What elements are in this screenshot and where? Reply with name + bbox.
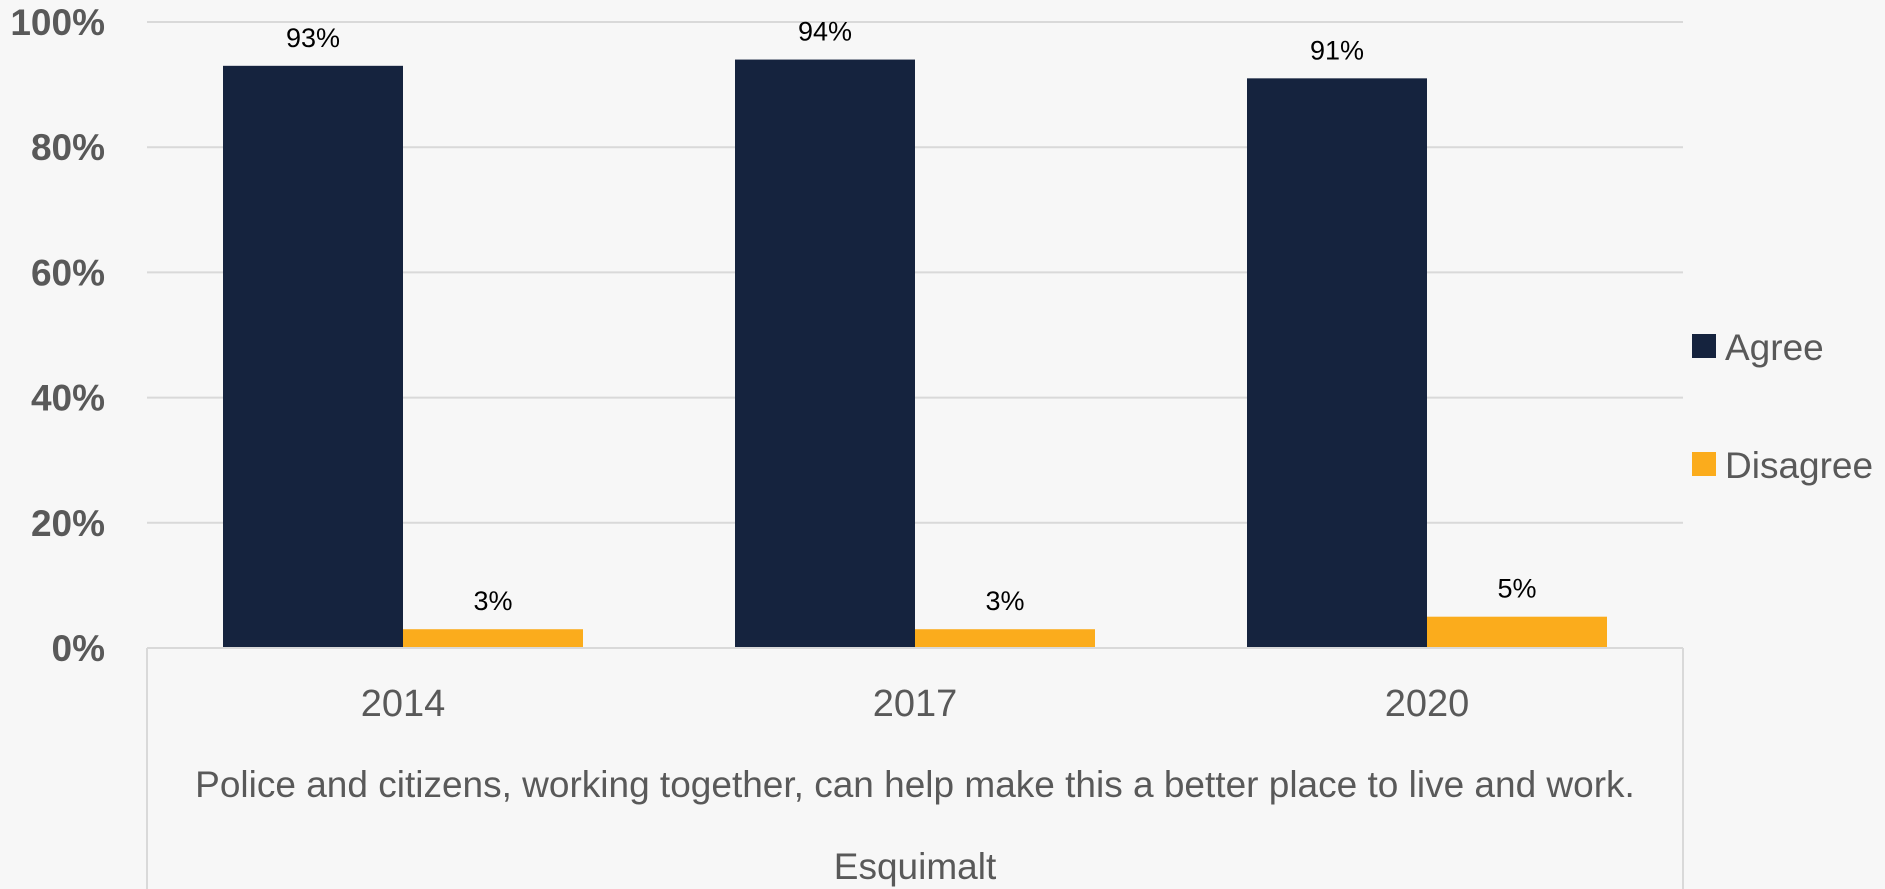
data-label-agree-2020: 91% bbox=[1310, 35, 1364, 65]
data-label-disagree-2017: 3% bbox=[985, 586, 1024, 616]
data-label-disagree-2020: 5% bbox=[1497, 574, 1536, 604]
x-tick-label: 2020 bbox=[1385, 683, 1470, 725]
x-group-label-statement: Police and citizens, working together, c… bbox=[195, 764, 1635, 805]
bar-disagree-2017 bbox=[915, 629, 1095, 648]
x-group-label-location: Esquimalt bbox=[834, 846, 997, 887]
legend: Agree Disagree bbox=[1692, 327, 1873, 486]
bar-agree-2014 bbox=[223, 65, 403, 648]
data-label-agree-2014: 93% bbox=[286, 23, 340, 53]
y-tick-label: 100% bbox=[10, 2, 105, 43]
x-tick-label: 2017 bbox=[873, 683, 958, 725]
bar-disagree-2014 bbox=[403, 629, 583, 648]
y-tick-label: 40% bbox=[31, 378, 105, 419]
y-axis-ticks: 0% 20% 40% 60% 80% 100% bbox=[10, 2, 105, 669]
legend-swatch-agree bbox=[1692, 334, 1716, 358]
legend-swatch-disagree bbox=[1692, 452, 1716, 476]
y-tick-label: 80% bbox=[31, 127, 105, 168]
bar-agree-2020 bbox=[1247, 78, 1427, 649]
legend-label-agree: Agree bbox=[1725, 327, 1824, 368]
y-tick-label: 20% bbox=[31, 503, 105, 544]
data-label-disagree-2014: 3% bbox=[473, 586, 512, 616]
bar-disagree-2020 bbox=[1427, 616, 1607, 648]
legend-label-disagree: Disagree bbox=[1725, 445, 1873, 486]
bar-agree-2017 bbox=[735, 59, 915, 649]
y-tick-label: 60% bbox=[31, 252, 105, 293]
data-labels: 93% 3% 94% 3% 91% 5% bbox=[286, 17, 1537, 617]
bars bbox=[223, 59, 1607, 649]
x-tick-label: 2014 bbox=[361, 683, 446, 725]
x-axis: 2014 2017 2020 Police and citizens, working… bbox=[146, 647, 1684, 889]
y-tick-label: 0% bbox=[52, 628, 105, 669]
data-label-agree-2017: 94% bbox=[798, 17, 852, 47]
